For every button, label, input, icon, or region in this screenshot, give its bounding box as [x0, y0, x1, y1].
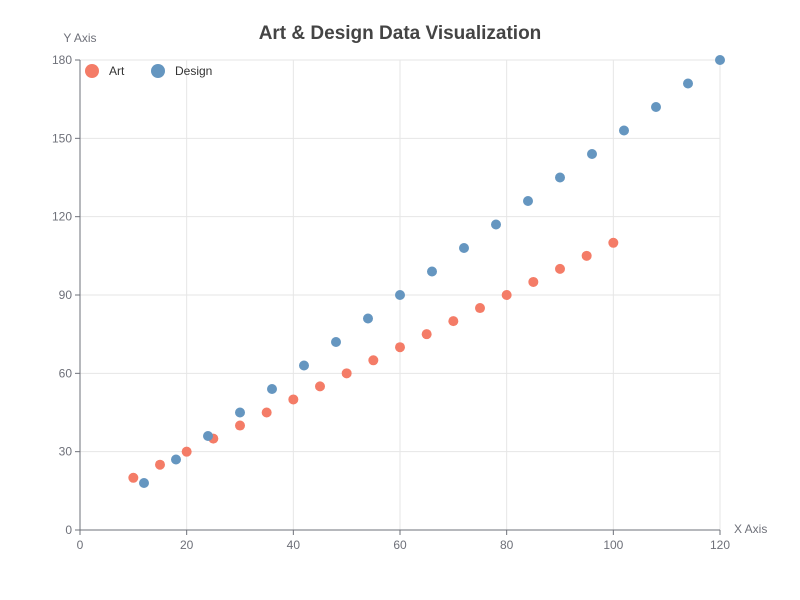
- data-point-design[interactable]: [587, 149, 597, 159]
- axes: 0 30 60 90 120 150 180 0 20 40 60 80 100 120: [52, 53, 730, 552]
- data-point-art[interactable]: [555, 263, 565, 274]
- legend-marker-art: [85, 64, 99, 78]
- data-point-design[interactable]: [555, 172, 565, 183]
- data-point-art[interactable]: [395, 342, 405, 353]
- x-tick-label: 120: [710, 538, 730, 552]
- legend-item-design[interactable]: Design: [151, 64, 212, 78]
- data-point-art[interactable]: [235, 420, 245, 431]
- x-tick-label: 80: [500, 538, 514, 552]
- y-axis-label: Y Axis: [63, 31, 96, 45]
- data-point-design[interactable]: [683, 78, 693, 89]
- data-point-art[interactable]: [315, 381, 325, 392]
- data-point-design[interactable]: [395, 290, 405, 300]
- data-point-design[interactable]: [267, 384, 277, 394]
- x-tick-label: 60: [393, 538, 407, 552]
- data-point-art[interactable]: [475, 303, 485, 314]
- data-point-art[interactable]: [181, 446, 192, 457]
- legend-item-art[interactable]: Art: [85, 64, 125, 78]
- data-point-design[interactable]: [651, 102, 661, 112]
- chart-title: Art & Design Data Visualization: [259, 23, 542, 44]
- data-point-design[interactable]: [203, 431, 213, 441]
- data-point-art[interactable]: [581, 250, 592, 261]
- data-point-design[interactable]: [459, 243, 469, 253]
- y-tick-label: 60: [59, 366, 73, 380]
- legend-label-art: Art: [109, 64, 125, 78]
- data-point-art[interactable]: [261, 407, 272, 418]
- data-point-design[interactable]: [715, 55, 725, 65]
- legend[interactable]: Art Design: [85, 64, 212, 78]
- data-point-art[interactable]: [341, 368, 352, 379]
- y-tick-label: 90: [59, 288, 73, 302]
- data-point-design[interactable]: [523, 196, 533, 206]
- data-point-art[interactable]: [501, 290, 512, 300]
- data-point-design[interactable]: [619, 125, 629, 136]
- x-tick-label: 0: [77, 538, 84, 552]
- data-point-art[interactable]: [528, 276, 539, 287]
- data-point-design[interactable]: [171, 454, 181, 465]
- data-point-art[interactable]: [608, 237, 619, 248]
- legend-label-design: Design: [175, 64, 212, 78]
- data-point-design[interactable]: [235, 407, 245, 418]
- data-point-design[interactable]: [427, 266, 437, 277]
- x-tick-label: 100: [603, 538, 623, 552]
- data-point-art[interactable]: [288, 394, 299, 405]
- data-point-art[interactable]: [448, 316, 459, 327]
- data-point-design[interactable]: [491, 219, 501, 230]
- data-point-art[interactable]: [421, 329, 432, 340]
- x-tick-label: 20: [180, 538, 194, 552]
- series-art: [128, 237, 619, 483]
- data-points: [128, 55, 725, 488]
- data-point-design[interactable]: [331, 337, 341, 347]
- grid: [80, 59, 721, 530]
- data-point-art[interactable]: [368, 355, 379, 366]
- data-point-design[interactable]: [139, 478, 149, 488]
- data-point-art[interactable]: [155, 459, 165, 470]
- x-tick-label: 40: [287, 538, 301, 552]
- y-tick-label: 150: [52, 131, 72, 145]
- y-tick-label: 0: [65, 523, 72, 537]
- x-axis-label: X Axis: [734, 522, 767, 536]
- y-tick-label: 180: [52, 53, 72, 67]
- data-point-art[interactable]: [128, 472, 139, 483]
- y-tick-label: 30: [59, 445, 73, 459]
- legend-marker-design: [151, 64, 165, 78]
- series-design: [139, 55, 725, 488]
- data-point-design[interactable]: [299, 360, 309, 371]
- data-point-design[interactable]: [363, 313, 373, 324]
- y-tick-label: 120: [52, 210, 72, 224]
